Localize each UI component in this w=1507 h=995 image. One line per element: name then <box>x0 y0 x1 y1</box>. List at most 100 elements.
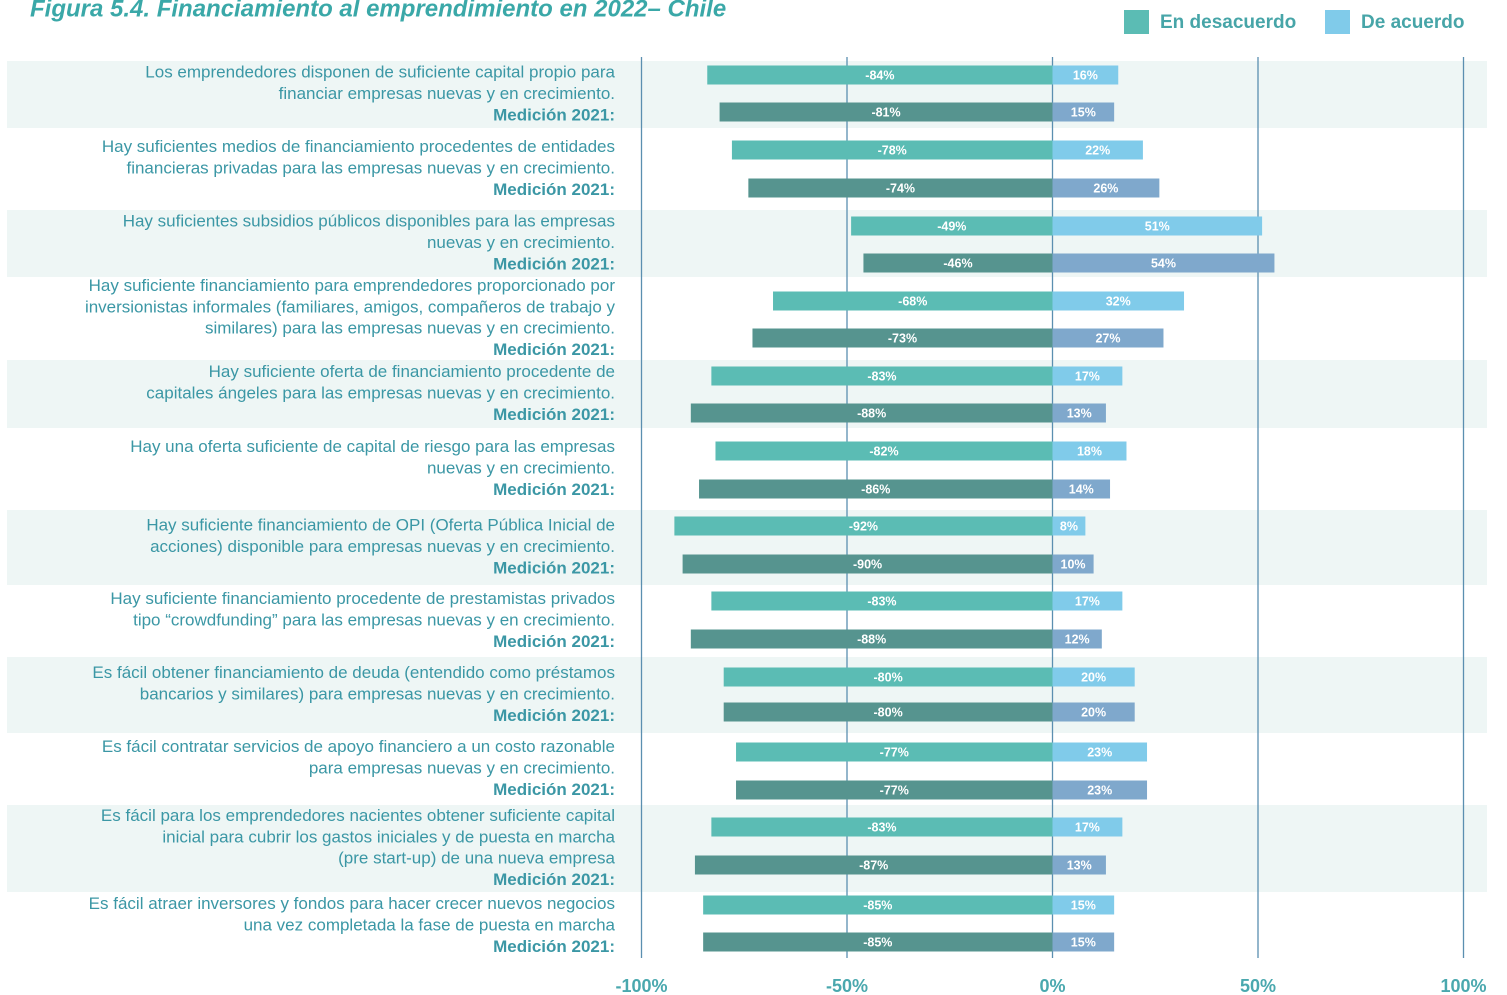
value-label: -68% <box>898 294 927 308</box>
value-label: -85% <box>863 898 892 912</box>
value-label: -78% <box>878 143 907 157</box>
bar <box>1052 516 1086 536</box>
bar <box>1052 932 1115 952</box>
value-label: -90% <box>853 557 882 571</box>
bar <box>736 780 1053 800</box>
category-label: Es fácil contratar servicios de apoyo fi… <box>102 737 615 756</box>
category-label: inversionistas informales (familiares, a… <box>85 297 616 316</box>
bar <box>699 479 1053 499</box>
bar <box>690 629 1053 649</box>
category-label: para empresas nuevas y en crecimiento. <box>309 758 615 777</box>
bar <box>682 554 1053 574</box>
bar <box>1052 328 1164 348</box>
value-label: 12% <box>1065 632 1090 646</box>
prior-label: Medición 2021: <box>493 558 615 577</box>
value-label: 20% <box>1081 670 1106 684</box>
value-label: -86% <box>861 482 890 496</box>
value-label: -82% <box>869 444 898 458</box>
prior-label: Medición 2021: <box>493 180 615 199</box>
value-label: 26% <box>1093 181 1118 195</box>
x-tick-label: -100% <box>615 976 667 995</box>
category-label: acciones) disponible para empresas nueva… <box>150 537 615 556</box>
bar <box>1052 629 1102 649</box>
value-label: 23% <box>1087 783 1112 797</box>
category-label: Hay suficiente financiamiento de OPI (Of… <box>146 516 615 535</box>
category-label: capitales ángeles para las empresas nuev… <box>146 383 615 402</box>
value-label: 17% <box>1075 820 1100 834</box>
value-label: -83% <box>867 594 896 608</box>
value-label: -73% <box>888 331 917 345</box>
prior-label: Medición 2021: <box>493 405 615 424</box>
prior-label: Medición 2021: <box>493 870 615 889</box>
category-label: Es fácil para los emprendedores naciente… <box>101 806 615 825</box>
value-label: 8% <box>1060 519 1078 533</box>
bar <box>707 65 1053 85</box>
category-label: financiar empresas nuevas y en crecimien… <box>279 84 615 103</box>
category-label: inicial para cubrir los gastos iniciales… <box>162 827 615 846</box>
value-label: -49% <box>937 219 966 233</box>
bar <box>1052 366 1123 386</box>
category-label: nuevas y en crecimiento. <box>427 233 615 252</box>
prior-label: Medición 2021: <box>493 632 615 651</box>
bar <box>674 516 1053 536</box>
category-label: Hay una oferta suficiente de capital de … <box>130 437 615 456</box>
bar <box>1052 178 1160 198</box>
bar <box>711 591 1053 611</box>
bar <box>703 895 1053 915</box>
category-label: financieras privadas para las empresas n… <box>126 158 615 177</box>
chart-title: Figura 5.4. Financiamiento al emprendimi… <box>30 0 726 22</box>
x-tick-label: 0% <box>1039 976 1065 995</box>
bar <box>1052 667 1135 687</box>
value-label: 17% <box>1075 369 1100 383</box>
value-label: -80% <box>874 670 903 684</box>
bar <box>736 742 1053 762</box>
value-label: -46% <box>943 256 972 270</box>
bar <box>711 366 1053 386</box>
value-label: 16% <box>1073 68 1098 82</box>
bar <box>1052 216 1263 236</box>
category-label: Es fácil atraer inversores y fondos para… <box>89 894 615 913</box>
legend-label: De acuerdo <box>1361 12 1464 33</box>
bar <box>1052 780 1148 800</box>
bar <box>1052 253 1275 273</box>
bar <box>1052 591 1123 611</box>
bar <box>715 441 1053 461</box>
value-label: -87% <box>859 858 888 872</box>
bar <box>694 855 1053 875</box>
prior-label: Medición 2021: <box>493 480 615 499</box>
value-label: 13% <box>1067 858 1092 872</box>
bar <box>748 178 1053 198</box>
value-label: -88% <box>857 406 886 420</box>
category-label: bancarios y similares) para empresas nue… <box>140 684 615 703</box>
bar <box>1052 895 1115 915</box>
value-label: 15% <box>1071 898 1096 912</box>
value-label: -77% <box>880 745 909 759</box>
category-label: tipo “crowdfunding” para las empresas nu… <box>133 610 615 629</box>
value-label: -83% <box>867 369 896 383</box>
value-label: 51% <box>1145 219 1170 233</box>
prior-label: Medición 2021: <box>493 937 615 956</box>
category-label: (pre start-up) de una nueva empresa <box>338 849 615 868</box>
value-label: 27% <box>1095 331 1120 345</box>
bar <box>1052 291 1185 311</box>
value-label: 13% <box>1067 406 1092 420</box>
value-label: 20% <box>1081 705 1106 719</box>
prior-label: Medición 2021: <box>493 340 615 359</box>
prior-label: Medición 2021: <box>493 254 615 273</box>
category-label: similares) para las empresas nuevas y en… <box>205 319 615 338</box>
value-label: -88% <box>857 632 886 646</box>
category-label: una vez completada la fase de puesta en … <box>244 915 616 934</box>
value-label: 15% <box>1071 105 1096 119</box>
x-tick-label: 50% <box>1240 976 1276 995</box>
value-label: -83% <box>867 820 896 834</box>
value-label: -84% <box>865 68 894 82</box>
bar <box>1052 441 1127 461</box>
x-tick-label: -50% <box>826 976 868 995</box>
value-label: -80% <box>874 705 903 719</box>
value-label: 18% <box>1077 444 1102 458</box>
bar <box>863 253 1053 273</box>
bar <box>719 102 1053 122</box>
value-label: 22% <box>1085 143 1110 157</box>
bar <box>703 932 1053 952</box>
